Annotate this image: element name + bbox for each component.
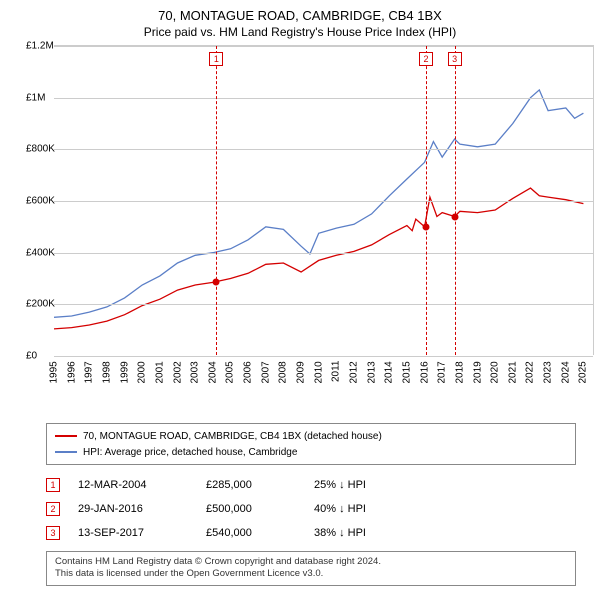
transaction-date: 13-SEP-2017 bbox=[78, 527, 188, 539]
transaction-dot bbox=[451, 213, 458, 220]
y-gridline bbox=[54, 304, 593, 305]
annotation-marker: 1 bbox=[209, 52, 223, 66]
x-tick-label: 2011 bbox=[331, 361, 342, 383]
transaction-marker-icon: 3 bbox=[46, 526, 60, 540]
transaction-price: £540,000 bbox=[206, 527, 296, 539]
series-line bbox=[54, 188, 583, 329]
legend-label: HPI: Average price, detached house, Camb… bbox=[83, 447, 297, 458]
x-tick-label: 1995 bbox=[49, 361, 60, 383]
x-tick-label: 1999 bbox=[119, 361, 130, 383]
y-gridline bbox=[54, 356, 593, 357]
transaction-date: 12-MAR-2004 bbox=[78, 479, 188, 491]
legend-swatch bbox=[55, 435, 77, 437]
annotation-vline bbox=[426, 46, 427, 355]
x-tick-label: 2005 bbox=[225, 361, 236, 383]
y-tick-label: £200K bbox=[26, 299, 55, 310]
annotation-vline bbox=[216, 46, 217, 355]
x-tick-label: 2020 bbox=[490, 361, 501, 383]
license-line1: Contains HM Land Registry data © Crown c… bbox=[55, 556, 567, 568]
transaction-marker-icon: 1 bbox=[46, 478, 60, 492]
x-tick-label: 2003 bbox=[190, 361, 201, 383]
x-tick-label: 2004 bbox=[207, 361, 218, 383]
y-gridline bbox=[54, 253, 593, 254]
legend-label: 70, MONTAGUE ROAD, CAMBRIDGE, CB4 1BX (d… bbox=[83, 431, 382, 442]
plot-area: £0£200K£400K£600K£800K£1M£1.2M1995199619… bbox=[38, 45, 598, 385]
x-tick-label: 2006 bbox=[243, 361, 254, 383]
transaction-dot bbox=[423, 223, 430, 230]
legend-item: HPI: Average price, detached house, Camb… bbox=[55, 444, 567, 460]
x-tick-label: 2016 bbox=[419, 361, 430, 383]
annotation-marker: 3 bbox=[448, 52, 462, 66]
x-tick-label: 2018 bbox=[454, 361, 465, 383]
x-tick-label: 2008 bbox=[278, 361, 289, 383]
y-tick-label: £400K bbox=[26, 247, 55, 258]
legend-swatch bbox=[55, 451, 77, 453]
x-tick-label: 2022 bbox=[525, 361, 536, 383]
y-gridline bbox=[54, 149, 593, 150]
transaction-price: £500,000 bbox=[206, 503, 296, 515]
transaction-row: 1 12-MAR-2004 £285,000 25% ↓ HPI bbox=[46, 473, 576, 497]
x-tick-label: 2024 bbox=[560, 361, 571, 383]
x-tick-label: 2023 bbox=[543, 361, 554, 383]
legend: 70, MONTAGUE ROAD, CAMBRIDGE, CB4 1BX (d… bbox=[46, 423, 576, 465]
x-tick-label: 1998 bbox=[101, 361, 112, 383]
license-line2: This data is licensed under the Open Gov… bbox=[55, 568, 567, 580]
x-tick-label: 2017 bbox=[437, 361, 448, 383]
x-tick-label: 2015 bbox=[401, 361, 412, 383]
y-tick-label: £1.2M bbox=[26, 41, 54, 52]
annotation-marker: 2 bbox=[419, 52, 433, 66]
x-tick-label: 2013 bbox=[366, 361, 377, 383]
x-tick-label: 1996 bbox=[66, 361, 77, 383]
x-tick-label: 2010 bbox=[313, 361, 324, 383]
y-gridline bbox=[54, 98, 593, 99]
transaction-marker-icon: 2 bbox=[46, 502, 60, 516]
x-tick-label: 1997 bbox=[84, 361, 95, 383]
transaction-delta: 25% ↓ HPI bbox=[314, 479, 366, 491]
chart-subtitle: Price paid vs. HM Land Registry's House … bbox=[10, 25, 590, 39]
license-note: Contains HM Land Registry data © Crown c… bbox=[46, 551, 576, 586]
x-tick-label: 2002 bbox=[172, 361, 183, 383]
legend-item: 70, MONTAGUE ROAD, CAMBRIDGE, CB4 1BX (d… bbox=[55, 428, 567, 444]
x-tick-label: 2019 bbox=[472, 361, 483, 383]
x-tick-label: 2012 bbox=[349, 361, 360, 383]
y-tick-label: £0 bbox=[26, 351, 37, 362]
y-tick-label: £1M bbox=[26, 92, 45, 103]
x-tick-label: 2007 bbox=[260, 361, 271, 383]
y-gridline bbox=[54, 201, 593, 202]
annotation-vline bbox=[455, 46, 456, 355]
x-tick-label: 2014 bbox=[384, 361, 395, 383]
x-tick-label: 2025 bbox=[578, 361, 589, 383]
transaction-dot bbox=[213, 279, 220, 286]
y-gridline bbox=[54, 46, 593, 47]
y-tick-label: £800K bbox=[26, 144, 55, 155]
transaction-date: 29-JAN-2016 bbox=[78, 503, 188, 515]
x-tick-label: 2009 bbox=[296, 361, 307, 383]
transaction-delta: 40% ↓ HPI bbox=[314, 503, 366, 515]
y-tick-label: £600K bbox=[26, 196, 55, 207]
x-tick-label: 2000 bbox=[137, 361, 148, 383]
transaction-delta: 38% ↓ HPI bbox=[314, 527, 366, 539]
transaction-row: 2 29-JAN-2016 £500,000 40% ↓ HPI bbox=[46, 497, 576, 521]
transaction-price: £285,000 bbox=[206, 479, 296, 491]
chart-title: 70, MONTAGUE ROAD, CAMBRIDGE, CB4 1BX bbox=[10, 8, 590, 23]
transaction-row: 3 13-SEP-2017 £540,000 38% ↓ HPI bbox=[46, 521, 576, 545]
transactions-table: 1 12-MAR-2004 £285,000 25% ↓ HPI 2 29-JAN-201… bbox=[46, 473, 576, 545]
x-tick-label: 2021 bbox=[507, 361, 518, 383]
x-tick-label: 2001 bbox=[154, 361, 165, 383]
